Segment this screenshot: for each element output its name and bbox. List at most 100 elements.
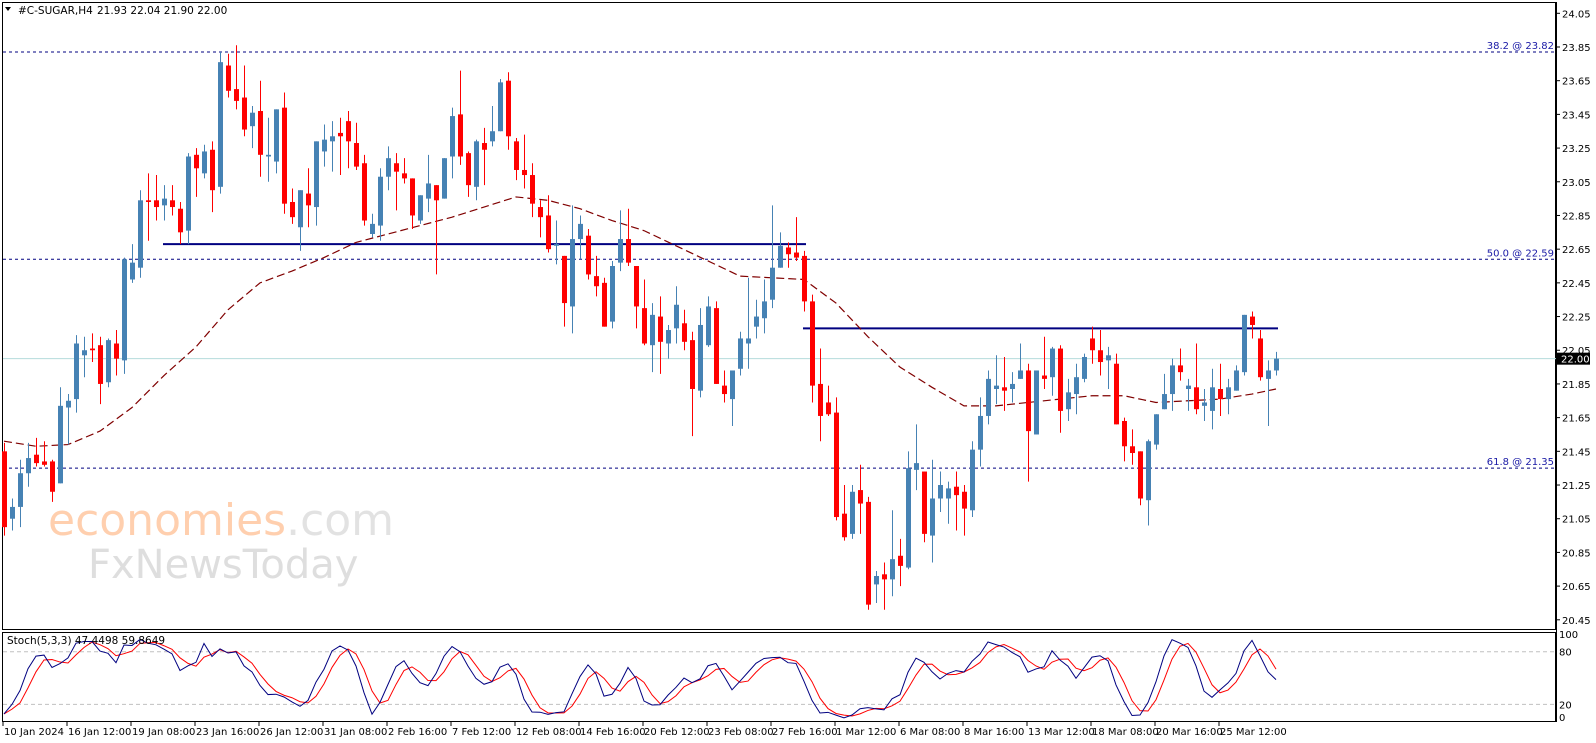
candle-bullish	[322, 139, 327, 152]
candle-bearish	[34, 454, 39, 464]
price-tick-label: 22.65	[1562, 245, 1591, 256]
candle-bearish	[1122, 421, 1127, 447]
candle-bullish	[754, 316, 759, 327]
time-tick-label: 7 Feb 12:00	[452, 727, 511, 738]
candle-bearish	[690, 340, 695, 389]
candle-bearish	[882, 574, 887, 580]
stoch-main-line	[3, 638, 1277, 719]
time-tick-label: 1 Mar 12:00	[836, 727, 896, 738]
candle-bearish	[210, 149, 215, 191]
candle-bearish	[1114, 363, 1119, 425]
price-tick-label: 22.45	[1562, 279, 1591, 290]
candle-bullish	[930, 498, 935, 536]
candle-bearish	[514, 141, 519, 170]
candle-bullish	[202, 151, 207, 174]
price-tick-label: 20.85	[1562, 548, 1591, 559]
candle-bearish	[802, 255, 807, 302]
candle-bearish	[1194, 387, 1199, 410]
candle-bullish	[314, 141, 319, 208]
candle-bearish	[282, 107, 287, 204]
candle-bearish	[290, 201, 295, 218]
candle-bearish	[194, 154, 199, 169]
candle-bullish	[250, 112, 255, 127]
watermark-sub: FxNewsToday	[88, 542, 358, 588]
candle-bearish	[226, 65, 231, 91]
candle-bearish	[1026, 370, 1031, 432]
candle-bullish	[10, 506, 15, 519]
candle-bullish	[1050, 348, 1055, 378]
candle-bullish	[130, 262, 135, 280]
time-tick-label: 14 Feb 16:00	[580, 727, 646, 738]
candle-bearish	[258, 111, 263, 155]
time-tick-label: 2 Feb 16:00	[388, 727, 447, 738]
candle-bearish	[482, 143, 487, 150]
candle-bearish	[594, 276, 599, 287]
candle-bearish	[1178, 365, 1183, 373]
candle-bullish	[1234, 370, 1239, 391]
candle-bullish	[386, 158, 391, 177]
candle-bullish	[906, 468, 911, 568]
stoch-tick-label: 100	[1559, 630, 1578, 641]
candle-bullish	[82, 350, 87, 356]
candle-bullish	[122, 259, 127, 361]
candle-bullish	[442, 158, 447, 199]
main-panel-frame	[2, 2, 1556, 630]
moving-average	[3, 196, 1277, 447]
candle-bullish	[58, 405, 63, 484]
stoch-tick-label: 20	[1559, 700, 1572, 711]
candle-bearish	[642, 308, 647, 344]
candle-bearish	[546, 215, 551, 250]
candle-bearish	[714, 308, 719, 384]
price-tick-label: 22.85	[1562, 211, 1591, 222]
price-tick-label: 20.65	[1562, 582, 1591, 593]
candle-bearish	[586, 235, 591, 275]
price-tick-label: 22.25	[1562, 313, 1591, 324]
candle-bullish	[218, 62, 223, 187]
candle-bullish	[762, 301, 767, 319]
candle-bearish	[362, 163, 367, 221]
candle-bullish	[1162, 394, 1167, 410]
candle-bearish	[866, 501, 871, 605]
candle-bullish	[266, 154, 271, 157]
chart-ohlc: 21.93 22.04 21.90 22.00	[97, 5, 227, 17]
stoch-label: Stoch(5,3,3) 47.4498 59.8649	[7, 635, 165, 647]
candle-bullish	[1202, 402, 1207, 406]
fib-level-label: 50.0 @ 22.59	[1487, 248, 1554, 259]
candle-bullish	[1274, 358, 1279, 371]
candle-bearish	[2, 451, 7, 528]
time-tick-label: 31 Jan 08:00	[324, 727, 387, 738]
candle-bearish	[458, 114, 463, 157]
candle-bullish	[938, 485, 943, 499]
stoch-tick-label: 80	[1559, 648, 1572, 659]
candle-bullish	[610, 266, 615, 322]
candle-bearish	[1130, 446, 1135, 454]
candle-bearish	[786, 247, 791, 255]
price-axis: 24.05 23.85 23.65 23.45 23.25 23.05 22.85 22.65…	[1556, 9, 1591, 627]
candle-bullish	[1066, 392, 1071, 410]
stoch-signal-line	[3, 641, 1277, 717]
candle-bearish	[682, 323, 687, 342]
candle-bullish	[1010, 383, 1015, 389]
dropdown-triangle-icon[interactable]	[5, 7, 11, 11]
candle-bearish	[1250, 316, 1255, 325]
candle-bearish	[394, 163, 399, 172]
candle-bullish	[418, 195, 423, 221]
candle-bullish	[650, 314, 655, 346]
candle-bullish	[698, 324, 703, 391]
candle-bullish	[978, 415, 983, 450]
candle-bearish	[842, 513, 847, 538]
candle-bearish	[90, 348, 95, 351]
candle-bullish	[674, 304, 679, 329]
fib-level-label: 38.2 @ 23.82	[1487, 41, 1554, 52]
candle-bearish	[170, 200, 175, 208]
moving-average-line	[3, 196, 1277, 447]
chart-symbol: #C-SUGAR,H4	[18, 5, 93, 17]
candle-bearish	[234, 89, 239, 101]
candle-bullish	[970, 449, 975, 511]
time-tick-label: 20 Mar 16:00	[1156, 727, 1223, 738]
candle-bullish	[778, 245, 783, 268]
stoch-tick-label: 0	[1559, 713, 1565, 724]
candle-bearish	[826, 402, 831, 415]
candle-bullish	[370, 223, 375, 234]
